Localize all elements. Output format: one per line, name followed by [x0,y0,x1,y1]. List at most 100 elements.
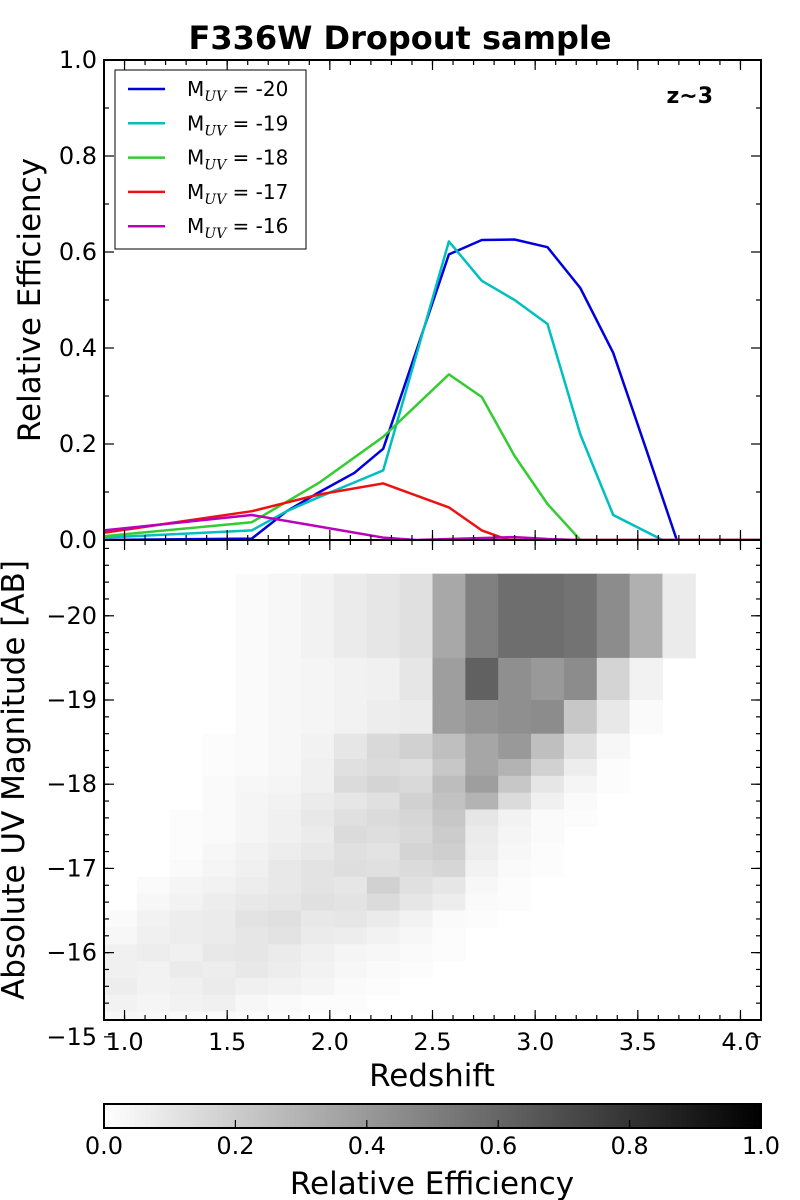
redshift-x-tick-label: 2.0 [311,1028,349,1056]
heatmap-cell [202,843,236,861]
colorbar-label: Relative Efficiency [290,1166,574,1200]
heatmap-cell [301,809,335,827]
heatmap-cell [432,775,466,794]
colorbar-tick-label: 0.0 [85,1132,123,1160]
heatmap-cell [432,573,466,659]
heatmap-cell [563,573,598,659]
heatmap-cell [399,758,433,777]
heatmap-cell [333,657,368,701]
heatmap-cell [498,809,532,827]
heatmap-cell [563,809,598,827]
heatmap-cell [235,843,269,861]
heatmap-cell [465,910,499,928]
heatmap-cell [104,994,138,1013]
heatmap-cell [268,944,302,962]
heatmap-cell [169,809,204,827]
heatmap-cell [202,977,236,996]
heatmap-cell [202,775,236,794]
heatmap-cell [202,961,236,979]
chart-title: F336W Dropout sample [188,19,611,57]
heatmap-cell [531,573,565,659]
heatmap-cell [432,758,466,777]
heatmap-cell [366,893,401,912]
heatmap-cell [399,775,433,794]
heatmap-cell [268,826,302,844]
heatmap-cell [432,809,466,827]
heatmap-cell [629,700,663,735]
heatmap-cell [169,977,204,996]
heatmap-cell [596,700,631,735]
colorbar: 0.0 0.2 0.4 0.6 0.8 1.0 Relative Efficiency [85,1103,780,1200]
heatmap-cell [202,758,236,777]
heatmap-cell [268,910,302,928]
heatmap-cell [366,910,401,928]
heatmap-cell [301,775,335,794]
heatmap-cell [465,775,499,794]
heatmap-cell [498,893,532,912]
heatmap-cell [235,809,269,827]
heatmap-cell [235,977,269,996]
heatmap-cell [366,573,401,659]
heatmap-cell [301,994,335,1013]
efficiency-y-tick-label: 0.0 [59,526,97,554]
heatmap-cell [104,927,138,945]
heatmap-cell [104,977,138,996]
heatmap-cell [202,927,236,945]
heatmap-cell [268,700,302,735]
heatmap-cell [432,876,466,895]
legend-frame [114,69,307,250]
colorbar-gradient [104,1104,761,1128]
heatmap-cell [268,733,302,760]
heatmap-cell [301,657,335,701]
heatmap-cell [465,860,499,878]
magnitude-y-axis-label: Absolute UV Magnitude [AB] [0,560,32,1000]
heatmap-cell [366,657,401,701]
heatmap-cell [399,944,433,962]
heatmap-cell [268,961,302,979]
heatmap-cell [366,809,401,827]
heatmap-cell [432,657,466,701]
heatmap-cell [268,573,302,659]
efficiency-y-tick-label: 0.6 [59,238,97,266]
heatmap-cell [465,758,499,777]
heatmap-cell [531,657,565,701]
heatmap-cell [498,657,532,701]
heatmap-cell [333,910,368,928]
redshift-x-tick-label: 1.0 [105,1028,143,1056]
heatmap-cell [268,860,302,878]
heatmap-cell [235,700,269,735]
redshift-x-tick-label: 3.5 [619,1028,657,1056]
heatmap-cell [301,843,335,861]
efficiency-y-tick-label: 0.4 [59,334,97,362]
heatmap-cell [202,876,236,895]
redshift-x-axis-label: Redshift [369,1058,495,1094]
heatmap-cell [169,910,204,928]
heatmap-cell [366,775,401,794]
magnitude-y-tick-label: −17 [46,854,97,882]
heatmap-cell [136,961,171,979]
heatmap-cell [432,910,466,928]
heatmap-cell [366,977,401,996]
magnitude-heatmap-panel: 1.0 1.5 2.0 2.5 3.0 3.5 4.0 −20 −19 −18 −17 −16 −15… [0,539,762,1094]
heatmap-cell [202,860,236,878]
legend-label-4: MUV = -16 [187,214,288,242]
heatmap-cell [498,733,532,760]
heatmap-cell [301,860,335,878]
heatmap-cell [235,775,269,794]
heatmap-cell [366,700,401,735]
heatmap-cell [235,961,269,979]
heatmap-cell [531,809,565,827]
heatmap-cell [202,733,236,760]
heatmap-cell [169,843,204,861]
legend-label-0: MUV = -20 [187,77,288,105]
heatmap-cell [563,775,598,794]
magnitude-y-tick-label: −15 [46,1023,97,1051]
heatmap-cell [399,910,433,928]
heatmap-cell [301,573,335,659]
heatmap-cell [498,860,532,878]
heatmap-cell [235,994,269,1013]
heatmap-cell [104,944,138,962]
heatmap-cell [169,893,204,912]
heatmap-cell [169,961,204,979]
heatmap-cell [235,792,269,810]
